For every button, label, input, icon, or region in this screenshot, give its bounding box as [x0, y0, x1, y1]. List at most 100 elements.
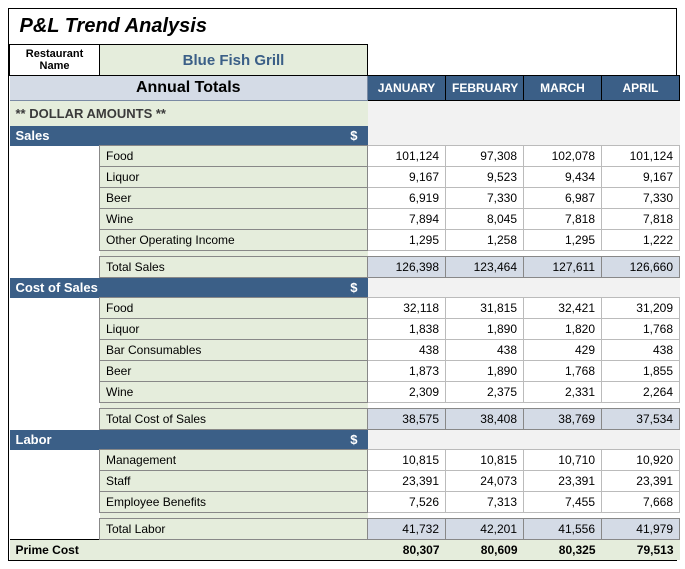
- line-value: 23,391: [602, 471, 680, 492]
- total-value: 41,732: [368, 519, 446, 540]
- line-value: 6,919: [368, 188, 446, 209]
- line-value: 9,167: [368, 167, 446, 188]
- line-value: 1,820: [524, 319, 602, 340]
- line-value: 101,124: [368, 146, 446, 167]
- line-value: 438: [602, 340, 680, 361]
- line-value: 429: [524, 340, 602, 361]
- line-value: 7,668: [602, 492, 680, 513]
- line-value: 438: [368, 340, 446, 361]
- total-value: 42,201: [446, 519, 524, 540]
- line-value: 1,768: [524, 361, 602, 382]
- line-label: Beer: [100, 361, 368, 382]
- line-value: 1,855: [602, 361, 680, 382]
- line-label: Employee Benefits: [100, 492, 368, 513]
- annual-totals-header: Annual Totals: [10, 76, 368, 101]
- line-value: 6,987: [524, 188, 602, 209]
- line-value: 10,920: [602, 450, 680, 471]
- line-value: 1,295: [524, 230, 602, 251]
- line-label: Food: [100, 298, 368, 319]
- line-value: 10,710: [524, 450, 602, 471]
- pl-table: P&L Trend AnalysisRestaurant NameBlue Fi…: [9, 9, 680, 560]
- line-value: 1,768: [602, 319, 680, 340]
- line-value: 23,391: [524, 471, 602, 492]
- line-value: 23,391: [368, 471, 446, 492]
- line-value: 1,873: [368, 361, 446, 382]
- month-header: JANUARY: [368, 76, 446, 101]
- line-value: 9,523: [446, 167, 524, 188]
- line-value: 7,818: [524, 209, 602, 230]
- prime-cost-value: 79,513: [602, 540, 680, 561]
- section-header: Cost of Sales: [10, 278, 316, 298]
- line-value: 10,815: [368, 450, 446, 471]
- line-value: 438: [446, 340, 524, 361]
- line-value: 2,375: [446, 382, 524, 403]
- line-value: 32,421: [524, 298, 602, 319]
- line-label: Bar Consumables: [100, 340, 368, 361]
- total-value: 123,464: [446, 257, 524, 278]
- total-value: 38,575: [368, 409, 446, 430]
- total-value: 41,556: [524, 519, 602, 540]
- restaurant-label: Restaurant Name: [10, 45, 100, 76]
- line-label: Management: [100, 450, 368, 471]
- line-label: Wine: [100, 209, 368, 230]
- line-value: 7,894: [368, 209, 446, 230]
- line-label: Liquor: [100, 319, 368, 340]
- line-value: 9,434: [524, 167, 602, 188]
- line-value: 10,815: [446, 450, 524, 471]
- total-value: 41,979: [602, 519, 680, 540]
- line-label: Food: [100, 146, 368, 167]
- line-value: 97,308: [446, 146, 524, 167]
- currency-symbol: $: [316, 278, 368, 298]
- prime-cost-value: 80,307: [368, 540, 446, 561]
- total-value: 38,408: [446, 409, 524, 430]
- line-value: 31,815: [446, 298, 524, 319]
- line-value: 7,818: [602, 209, 680, 230]
- total-label: Total Sales: [100, 257, 368, 278]
- prime-cost-value: 80,325: [524, 540, 602, 561]
- total-label: Total Cost of Sales: [100, 409, 368, 430]
- month-header: APRIL: [602, 76, 680, 101]
- line-value: 1,890: [446, 319, 524, 340]
- line-value: 2,331: [524, 382, 602, 403]
- line-value: 8,045: [446, 209, 524, 230]
- line-value: 1,890: [446, 361, 524, 382]
- line-value: 7,455: [524, 492, 602, 513]
- line-value: 7,313: [446, 492, 524, 513]
- line-value: 2,309: [368, 382, 446, 403]
- total-value: 126,660: [602, 257, 680, 278]
- line-label: Wine: [100, 382, 368, 403]
- line-value: 1,295: [368, 230, 446, 251]
- line-value: 1,838: [368, 319, 446, 340]
- total-value: 127,611: [524, 257, 602, 278]
- currency-symbol: $: [316, 126, 368, 146]
- line-value: 1,222: [602, 230, 680, 251]
- restaurant-name: Blue Fish Grill: [100, 45, 368, 76]
- line-value: 7,330: [446, 188, 524, 209]
- line-value: 31,209: [602, 298, 680, 319]
- section-header: Sales: [10, 126, 316, 146]
- pl-table-container: P&L Trend AnalysisRestaurant NameBlue Fi…: [8, 8, 677, 561]
- report-title: P&L Trend Analysis: [10, 9, 680, 45]
- line-value: 2,264: [602, 382, 680, 403]
- line-label: Other Operating Income: [100, 230, 368, 251]
- line-value: 102,078: [524, 146, 602, 167]
- line-value: 7,526: [368, 492, 446, 513]
- total-value: 37,534: [602, 409, 680, 430]
- line-value: 32,118: [368, 298, 446, 319]
- line-label: Liquor: [100, 167, 368, 188]
- total-value: 126,398: [368, 257, 446, 278]
- line-label: Staff: [100, 471, 368, 492]
- total-value: 38,769: [524, 409, 602, 430]
- currency-symbol: $: [316, 430, 368, 450]
- section-header: Labor: [10, 430, 316, 450]
- line-value: 7,330: [602, 188, 680, 209]
- dollar-amounts-header: ** DOLLAR AMOUNTS **: [10, 101, 368, 127]
- prime-cost-label: Prime Cost: [10, 540, 368, 561]
- line-label: Beer: [100, 188, 368, 209]
- total-label: Total Labor: [100, 519, 368, 540]
- line-value: 24,073: [446, 471, 524, 492]
- line-value: 1,258: [446, 230, 524, 251]
- month-header: FEBRUARY: [446, 76, 524, 101]
- prime-cost-value: 80,609: [446, 540, 524, 561]
- month-header: MARCH: [524, 76, 602, 101]
